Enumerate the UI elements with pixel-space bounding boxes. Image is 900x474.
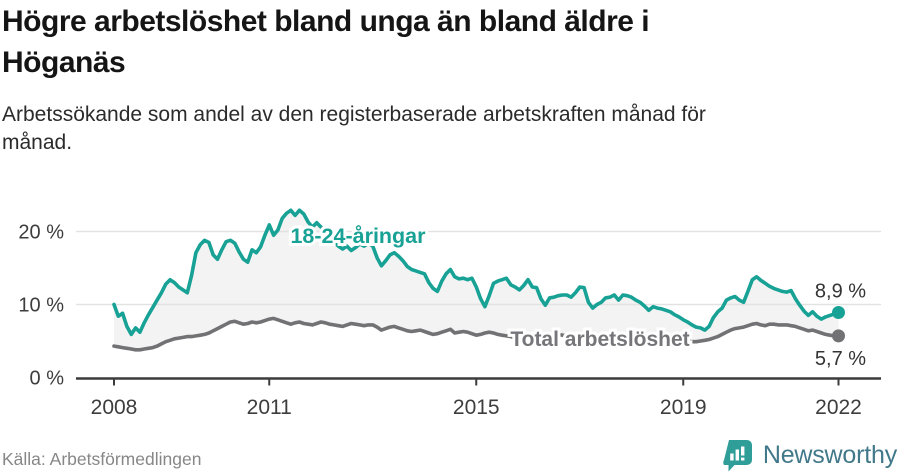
y-axis-label-0: 0 % (30, 368, 65, 390)
brand-wordmark: Newsworthy (762, 440, 897, 469)
x-axis-label-2019: 2019 (660, 396, 707, 419)
line-18-24-aringar (112, 208, 841, 337)
fill-between-series (114, 210, 839, 350)
series-label-total: Total arbetslöshet (510, 328, 689, 351)
brand-logo: Newsworthy (722, 438, 897, 472)
endpoint-dot-young (832, 306, 845, 320)
source-credit: Källa: Arbetsförmedlingen (2, 449, 202, 469)
newsworthy-bubble-chart-icon (723, 439, 752, 471)
end-value-label-young: 8,9 % (815, 281, 866, 303)
x-axis-label-2011: 2011 (247, 396, 292, 419)
x-axis-label-2015: 2015 (453, 396, 500, 419)
page-title: Högre arbetslöshet bland unga än bland ä… (2, 5, 650, 79)
line-total-arbetsloshet (112, 316, 841, 352)
page-subtitle: Arbetssökande som andel av den registerb… (2, 103, 706, 154)
end-value-label-total: 5,7 % (815, 348, 866, 370)
y-axis-label-10: 10 % (18, 295, 64, 317)
y-axis-label-20: 20 % (18, 222, 64, 244)
endpoint-dot-total (832, 329, 845, 343)
x-axis-label-2008: 2008 (91, 396, 138, 419)
series-label-young: 18-24-åringar (290, 224, 426, 248)
x-axis-label-2022: 2022 (815, 396, 862, 419)
unemployment-line-chart: 0 % 10 % 20 % 2008 2011 2015 2019 2022 18-24-åri… (18, 208, 881, 419)
